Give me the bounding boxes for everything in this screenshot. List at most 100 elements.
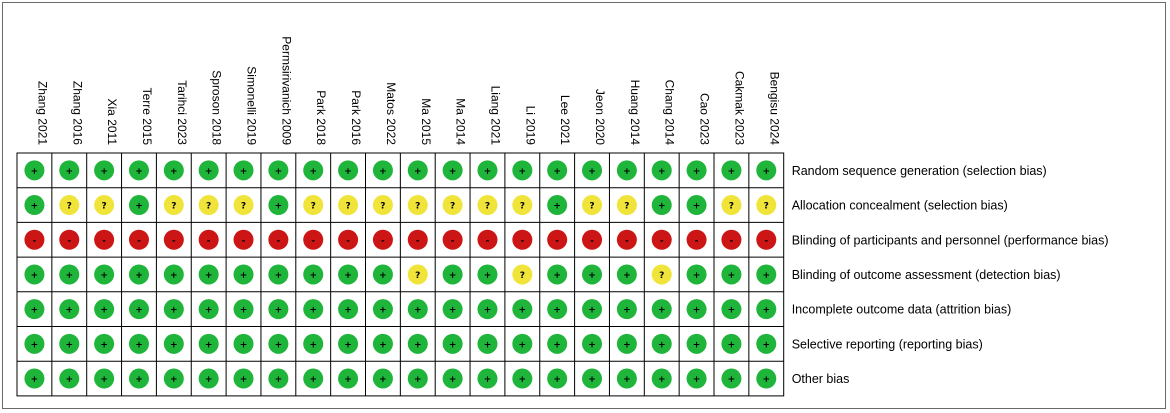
judgement-low-circle	[616, 333, 637, 354]
study-label: Ma 2014	[454, 98, 468, 145]
judgement-low-circle	[303, 160, 324, 181]
judgement-symbol: +	[484, 375, 492, 385]
judgement-low-circle	[128, 195, 149, 216]
judgement-symbol: +	[763, 375, 771, 385]
domain-label: Selective reporting (reporting bias)	[792, 337, 983, 351]
judgement-low-circle	[651, 160, 672, 181]
judgement-symbol: +	[66, 375, 74, 385]
judgement-symbol: ?	[345, 202, 350, 212]
judgement-low-circle	[686, 333, 707, 354]
study-label: Bengisu 2024	[767, 72, 781, 146]
judgement-low-circle	[442, 299, 463, 320]
judgement-symbol: +	[449, 271, 457, 281]
judgement-low-circle	[24, 160, 45, 181]
judgement-unclear-circle	[582, 195, 603, 216]
judgement-low-circle	[198, 333, 219, 354]
judgement-symbol: +	[414, 340, 422, 350]
judgement-high-circle	[163, 229, 184, 250]
judgement-low-circle	[477, 160, 498, 181]
judgement-high-circle	[372, 229, 393, 250]
judgement-symbol: +	[379, 375, 387, 385]
judgement-symbol: ?	[589, 202, 594, 212]
judgement-symbol: +	[484, 306, 492, 316]
judgement-symbol: +	[240, 167, 248, 177]
judgement-symbol: -	[137, 236, 141, 246]
judgement-symbol: +	[414, 375, 422, 385]
judgement-low-circle	[442, 264, 463, 285]
judgement-symbol: +	[100, 271, 108, 281]
judgement-symbol: +	[449, 306, 457, 316]
judgement-symbol: +	[658, 306, 666, 316]
judgement-unclear-circle	[616, 195, 637, 216]
judgement-symbol: +	[100, 167, 108, 177]
judgement-symbol: -	[590, 236, 594, 246]
judgement-low-circle	[268, 368, 289, 389]
judgement-symbol: +	[658, 202, 666, 212]
judgement-symbol: +	[693, 271, 701, 281]
study-label: Matos 2022	[384, 82, 398, 145]
judgement-low-circle	[128, 299, 149, 320]
judgement-high-circle	[303, 229, 324, 250]
domain-label: Random sequence generation (selection bi…	[792, 164, 1047, 178]
judgement-low-circle	[372, 264, 393, 285]
judgement-symbol: -	[242, 236, 246, 246]
judgement-symbol: +	[344, 271, 352, 281]
judgement-low-circle	[407, 333, 428, 354]
judgement-low-circle	[24, 368, 45, 389]
judgement-low-circle	[338, 368, 359, 389]
study-label: Xia 2011	[105, 99, 119, 146]
judgement-low-circle	[233, 264, 254, 285]
judgement-high-circle	[442, 229, 463, 250]
judgement-symbol: ?	[415, 271, 420, 281]
judgement-high-circle	[24, 229, 45, 250]
judgement-symbol: ?	[380, 202, 385, 212]
study-label: Terre 2015	[140, 88, 154, 146]
study-label: Zhang 2016	[70, 81, 84, 145]
judgement-low-circle	[303, 264, 324, 285]
judgement-low-circle	[128, 368, 149, 389]
judgement-symbol: +	[344, 375, 352, 385]
judgement-symbol: +	[309, 340, 317, 350]
judgement-low-circle	[547, 299, 568, 320]
judgement-high-circle	[477, 229, 498, 250]
judgement-unclear-circle	[233, 195, 254, 216]
judgement-symbol: +	[693, 340, 701, 350]
judgement-symbol: +	[240, 375, 248, 385]
judgement-symbol: +	[728, 271, 736, 281]
judgement-unclear-circle	[651, 264, 672, 285]
judgement-symbol: +	[449, 340, 457, 350]
judgement-low-circle	[163, 299, 184, 320]
judgement-symbol: +	[205, 271, 213, 281]
judgement-symbol: -	[625, 236, 629, 246]
judgement-symbol: +	[519, 375, 527, 385]
judgement-low-circle	[756, 264, 777, 285]
judgement-low-circle	[686, 368, 707, 389]
judgement-low-circle	[372, 368, 393, 389]
judgement-low-circle	[442, 333, 463, 354]
judgement-symbol: +	[414, 167, 422, 177]
judgement-symbol: +	[414, 306, 422, 316]
study-label: Sproson 2018	[210, 70, 224, 145]
judgement-low-circle	[407, 368, 428, 389]
judgement-symbol: ?	[241, 202, 246, 212]
judgement-low-circle	[477, 299, 498, 320]
judgement-symbol: +	[553, 202, 561, 212]
judgement-low-circle	[24, 333, 45, 354]
judgement-symbol: +	[66, 306, 74, 316]
judgement-low-circle	[651, 333, 672, 354]
judgement-symbol: +	[275, 306, 283, 316]
judgement-symbol: +	[205, 306, 213, 316]
judgement-low-circle	[407, 299, 428, 320]
judgement-symbol: +	[379, 340, 387, 350]
judgement-unclear-circle	[756, 195, 777, 216]
judgement-high-circle	[686, 229, 707, 250]
judgement-symbol: +	[275, 340, 283, 350]
judgement-symbol: ?	[520, 271, 525, 281]
judgement-low-circle	[442, 160, 463, 181]
judgement-symbol: ?	[485, 202, 490, 212]
judgement-symbol: +	[170, 271, 178, 281]
judgement-low-circle	[616, 160, 637, 181]
judgement-symbol: +	[205, 375, 213, 385]
judgement-symbol: +	[135, 202, 143, 212]
